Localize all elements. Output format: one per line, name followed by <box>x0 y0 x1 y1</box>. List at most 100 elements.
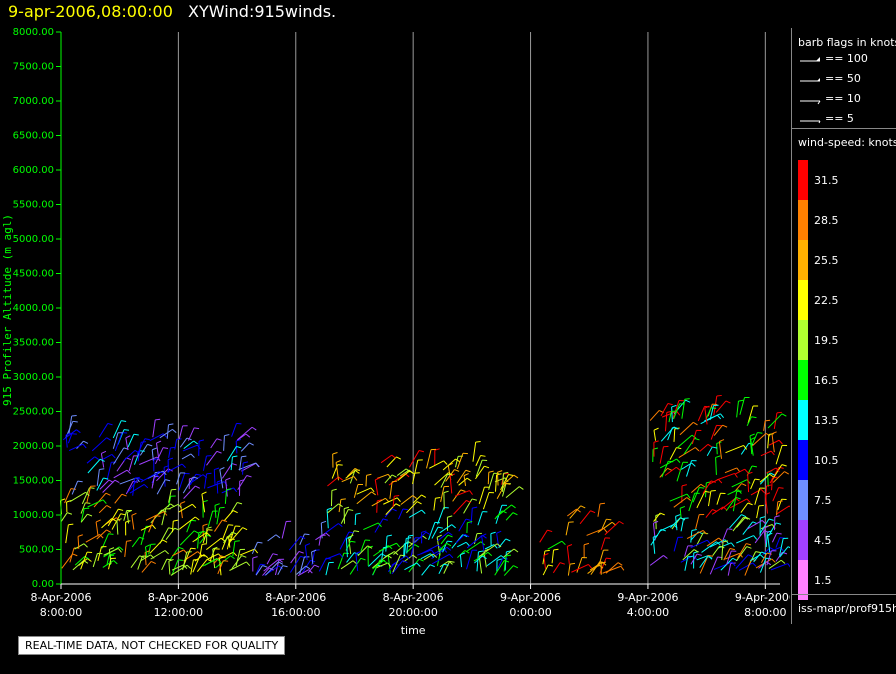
wind-barb-flag <box>606 557 612 560</box>
wind-barb-flag <box>234 540 240 542</box>
wind-barb <box>77 536 80 549</box>
wind-barb <box>64 488 72 504</box>
wind-barb <box>702 480 712 494</box>
wind-barb <box>392 554 401 573</box>
wind-barb-flag <box>311 549 317 553</box>
wind-barb <box>765 531 768 548</box>
wind-barb-flag <box>140 441 147 443</box>
wind-barb-flag <box>680 517 686 521</box>
wind-barb <box>168 503 179 510</box>
wind-barb <box>123 450 136 462</box>
wind-barb-flag <box>430 553 435 558</box>
wind-barb <box>151 476 155 489</box>
wind-barb-flag <box>767 532 773 536</box>
wind-barb-flag <box>787 546 790 549</box>
wind-barb-flag <box>588 564 593 569</box>
wind-barb-flag <box>190 547 196 550</box>
wind-barb <box>649 410 660 421</box>
wind-barb-flag <box>282 565 288 568</box>
wind-barb-flag <box>722 540 729 543</box>
wind-barb <box>494 474 498 492</box>
wind-barb-flag <box>99 468 105 471</box>
wind-barb <box>543 555 547 569</box>
wind-barb-flag <box>181 463 186 469</box>
wind-barb <box>221 524 229 540</box>
wind-barb-flag <box>671 404 677 408</box>
wind-barb <box>587 564 600 574</box>
wind-barb-flag <box>162 447 169 450</box>
wind-barb-flag <box>435 497 441 499</box>
wind-barb-flag <box>177 503 182 509</box>
wind-barb-flag <box>447 540 453 543</box>
wind-barb <box>417 549 432 556</box>
wind-barb <box>125 437 129 451</box>
wind-barb <box>171 559 179 576</box>
wind-barb <box>99 479 110 490</box>
wind-barb <box>476 551 479 572</box>
wind-barb <box>230 527 243 542</box>
wind-barb <box>680 462 692 470</box>
speed-color-swatch <box>798 200 808 240</box>
wind-barb <box>771 478 773 491</box>
wind-barb <box>80 551 88 570</box>
wind-barb-flag <box>348 509 354 511</box>
wind-barb <box>346 552 355 563</box>
speed-scale-label: 10.5 <box>814 454 839 467</box>
wind-barb <box>705 482 707 498</box>
wind-barb <box>488 473 495 490</box>
wind-barb-flag <box>547 529 553 533</box>
wind-barb-flag <box>518 486 524 490</box>
wind-barb <box>668 411 672 423</box>
wind-barb-flag <box>781 464 787 467</box>
wind-barb <box>119 477 137 485</box>
y-tick-label: 7000.00 <box>13 96 54 107</box>
wind-barb <box>466 534 483 549</box>
wind-barb <box>691 430 697 445</box>
wind-barb-flag <box>771 558 776 563</box>
wind-barb-flag <box>778 487 784 489</box>
wind-barb-flag <box>136 477 140 483</box>
wind-barb <box>481 535 485 552</box>
wind-barb-flag <box>82 443 87 449</box>
wind-barb <box>290 551 300 564</box>
wind-barb-flag <box>152 447 158 451</box>
wind-barb <box>131 536 140 548</box>
wind-barb <box>715 400 727 413</box>
wind-barb-flag <box>385 497 390 503</box>
wind-barb <box>112 432 119 449</box>
wind-barb-flag <box>659 512 665 516</box>
wind-barb <box>661 461 669 478</box>
wind-barb-flag <box>225 477 231 481</box>
wind-barb <box>601 518 607 530</box>
wind-barb-flag <box>768 518 774 521</box>
wind-barb <box>190 559 194 575</box>
wind-barb-flag <box>118 546 124 551</box>
wind-barb <box>716 493 721 505</box>
speed-scale-label: 19.5 <box>814 334 839 347</box>
speed-scale-label: 7.5 <box>814 494 832 507</box>
wind-barb <box>132 478 136 496</box>
wind-barb <box>428 460 444 469</box>
wind-barb <box>768 559 782 569</box>
wind-barb <box>403 543 405 558</box>
wind-barb-flag <box>195 485 200 489</box>
wind-barb-flag <box>232 551 238 557</box>
wind-barb <box>466 541 482 552</box>
wind-barb <box>113 469 128 479</box>
wind-barb <box>140 473 156 483</box>
wind-barb-flag <box>504 560 510 563</box>
barb-pennant <box>817 78 820 81</box>
wind-barb <box>772 487 780 502</box>
wind-barb-flag <box>770 450 775 456</box>
wind-barb-flag <box>704 405 710 409</box>
wind-barb-flag <box>346 536 352 539</box>
x-tick-label-time: 0:00:00 <box>509 606 551 619</box>
wind-barb-flag <box>134 449 140 454</box>
wind-barb <box>384 474 393 484</box>
wind-barb <box>338 499 342 513</box>
wind-barb <box>466 550 473 570</box>
wind-barb-flag <box>776 411 782 414</box>
wind-barb <box>539 529 548 543</box>
wind-barb <box>442 458 456 471</box>
wind-barb <box>372 560 384 570</box>
